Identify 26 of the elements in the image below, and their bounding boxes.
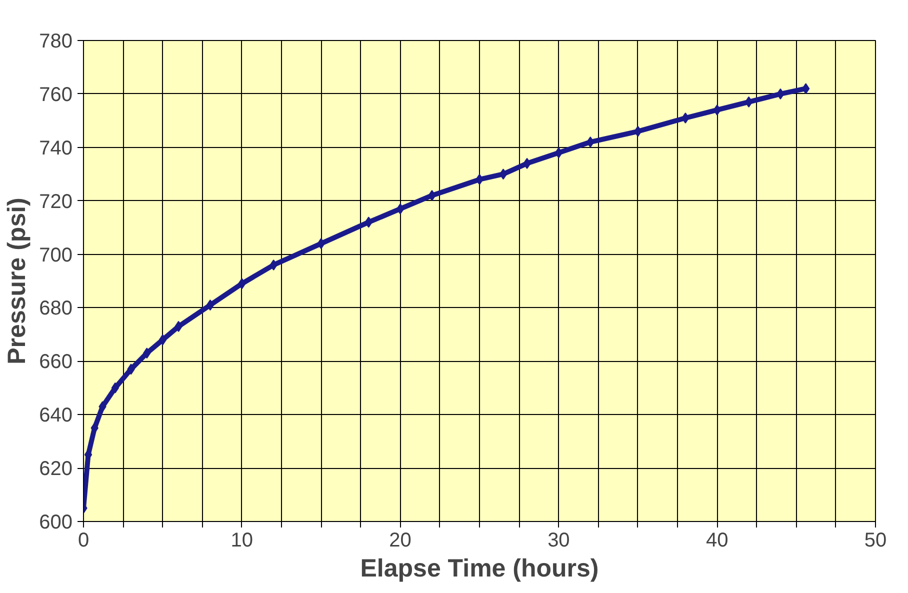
x-tick-label: 20 xyxy=(389,530,412,552)
y-tick-label: 640 xyxy=(39,404,73,427)
y-tick-label: 780 xyxy=(39,30,73,52)
x-tick-label: 0 xyxy=(78,530,90,552)
point xyxy=(158,334,167,346)
y-tick-label: 720 xyxy=(39,190,73,213)
x-tick-label: 50 xyxy=(864,530,887,552)
y-tick-label: 620 xyxy=(39,458,73,480)
point xyxy=(206,300,214,311)
x-tick-label: 10 xyxy=(230,530,254,552)
y-tick-label: 680 xyxy=(39,298,73,320)
y-axis-title: Pressure (psi) xyxy=(3,198,32,364)
x-tick-label: 30 xyxy=(548,530,570,552)
point xyxy=(499,168,508,180)
y-tick-label: 740 xyxy=(39,137,73,160)
y-tick-label: 600 xyxy=(39,512,73,534)
point xyxy=(744,96,753,108)
point xyxy=(396,203,404,214)
x-axis-title: Elapse Time (hours) xyxy=(360,554,599,582)
x-tick-label: 40 xyxy=(706,530,728,552)
y-tick-label: 660 xyxy=(39,351,73,374)
y-tick-label: 700 xyxy=(39,244,73,266)
point xyxy=(802,83,810,94)
y-tick-label: 760 xyxy=(39,84,73,106)
point xyxy=(554,147,563,158)
point xyxy=(111,382,120,394)
